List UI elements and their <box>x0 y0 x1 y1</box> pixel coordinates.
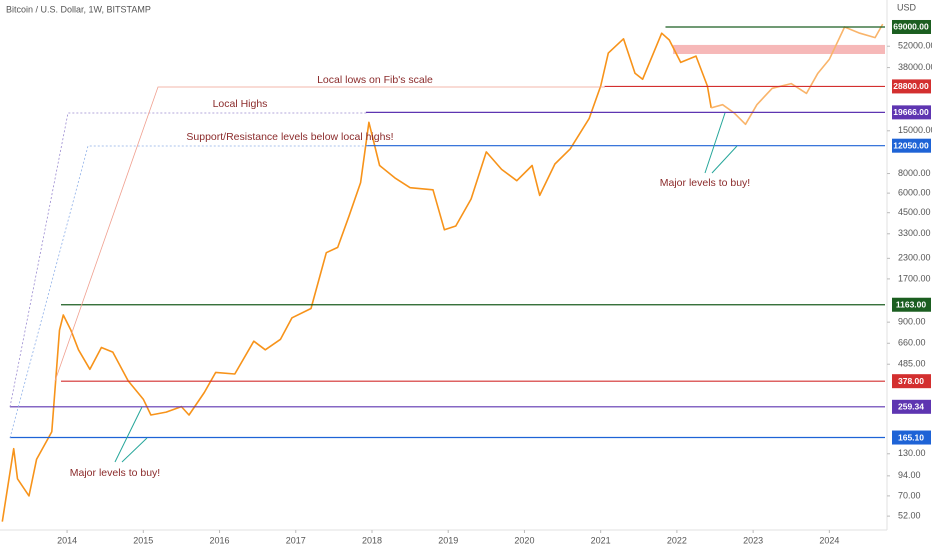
annotation: Major levels to buy! <box>660 177 750 189</box>
level-label: 1163.00 <box>896 299 927 309</box>
y-tick-label: 4500.00 <box>898 207 931 217</box>
plot-layer <box>1 23 885 522</box>
level-label: 378.00 <box>898 376 924 386</box>
price-line <box>710 23 884 126</box>
y-tick-label: 6000.00 <box>898 187 931 197</box>
y-tick-label: 900.00 <box>898 317 926 327</box>
level-tag <box>892 374 931 389</box>
level-tag <box>892 297 931 312</box>
level-label: 12050.00 <box>893 140 929 150</box>
level-tag <box>892 105 931 120</box>
y-tick-label: 130.00 <box>898 448 926 458</box>
chart-title: Bitcoin / U.S. Dollar, 1W, BITSTAMP <box>6 4 151 14</box>
x-tick-label: 2021 <box>591 535 611 545</box>
x-tick-label: 2015 <box>133 535 153 545</box>
level-label: 69000.00 <box>893 22 929 32</box>
y-tick-label: 38000.00 <box>898 62 932 72</box>
x-tick-label: 2016 <box>210 535 230 545</box>
annotation: Local Highs <box>213 98 268 110</box>
currency-label: USD <box>897 2 917 12</box>
y-tick-label: 8000.00 <box>898 168 931 178</box>
level-tag <box>892 19 931 34</box>
annotation: Support/Resistance levels below local hi… <box>186 131 393 143</box>
x-tick-label: 2022 <box>667 535 687 545</box>
y-tick-label: 70.00 <box>898 490 921 500</box>
resistance-zone <box>673 44 885 54</box>
x-tick-label: 2020 <box>514 535 534 545</box>
level-label: 19666.00 <box>893 107 929 117</box>
y-tick-label: 660.00 <box>898 338 926 348</box>
level-tag <box>892 430 931 445</box>
level-label: 165.10 <box>898 432 924 442</box>
y-tick-label: 52000.00 <box>898 41 932 51</box>
x-tick-label: 2023 <box>743 535 763 545</box>
y-tick-label: 52.00 <box>898 510 921 520</box>
guides <box>9 86 605 439</box>
y-tick-label: 94.00 <box>898 470 921 480</box>
arrows <box>114 112 738 463</box>
annotation: Major levels to buy! <box>70 467 160 479</box>
y-tick-label: 485.00 <box>898 359 926 369</box>
x-tick-label: 2019 <box>438 535 458 545</box>
x-tick-label: 2017 <box>286 535 306 545</box>
x-tick-label: 2024 <box>819 535 839 545</box>
price-line <box>1 32 712 522</box>
y-tick-label: 2300.00 <box>898 253 931 263</box>
level-label: 259.34 <box>898 402 924 412</box>
y-tick-label: 15000.00 <box>898 125 932 135</box>
x-tick-label: 2014 <box>57 535 77 545</box>
level-tag <box>892 399 931 414</box>
level-label: 28800.00 <box>893 81 929 91</box>
y-tick-label: 3300.00 <box>898 228 931 238</box>
x-tick-label: 2018 <box>362 535 382 545</box>
level-tag <box>892 79 931 94</box>
level-tag <box>892 138 931 153</box>
annotation: Local lows on Fib's scale <box>317 74 433 86</box>
y-tick-label: 1700.00 <box>898 273 931 283</box>
